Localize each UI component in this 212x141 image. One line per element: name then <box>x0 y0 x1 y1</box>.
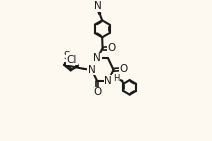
Text: O: O <box>93 87 101 97</box>
Text: N: N <box>104 76 112 86</box>
Text: N: N <box>88 65 96 75</box>
Text: Cl: Cl <box>67 55 77 65</box>
Text: O: O <box>120 64 128 74</box>
Text: S: S <box>63 51 70 61</box>
Text: O: O <box>107 43 116 53</box>
Text: N: N <box>93 53 101 63</box>
Text: N: N <box>94 1 101 11</box>
Text: H: H <box>113 74 119 83</box>
